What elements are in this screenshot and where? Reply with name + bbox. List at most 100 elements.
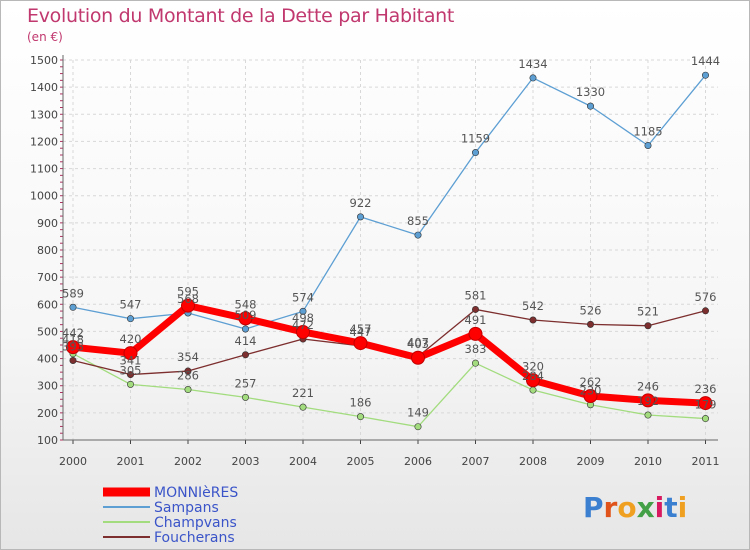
data-point-champvans — [471, 359, 479, 367]
legend-label-champvans: Champvans — [154, 515, 237, 531]
series-line-champvans — [72, 353, 707, 428]
data-label-foucherans: 472 — [292, 318, 314, 332]
data-label-foucherans: 521 — [637, 305, 659, 319]
series-line-sampans — [72, 74, 707, 330]
data-label-monni-res: 420 — [120, 332, 142, 346]
y-tick-label: 300 — [37, 380, 58, 393]
data-label-sampans: 509 — [235, 308, 257, 322]
data-labels: 589 547 568 509 574 922 855 1159 1434 1330 1185 144… — [62, 54, 720, 420]
data-point-champvans — [184, 386, 192, 394]
data-point-sampans — [69, 303, 77, 311]
series-sampans — [69, 71, 709, 333]
data-point-champvans — [644, 411, 652, 419]
data-label-champvans: 305 — [120, 363, 142, 377]
data-label-monni-res: 595 — [177, 285, 199, 299]
data-label-sampans: 568 — [177, 292, 199, 306]
chart-subtitle: (en €) — [27, 30, 63, 44]
data-point-sampans — [644, 142, 652, 150]
data-label-foucherans: 526 — [580, 303, 602, 317]
data-label-sampans: 1444 — [691, 54, 720, 68]
data-point-sampans — [127, 315, 135, 323]
data-point-sampans — [586, 102, 594, 110]
x-tick-label: 2003 — [232, 455, 260, 468]
y-tick-label: 900 — [37, 217, 58, 230]
series-foucherans — [69, 305, 709, 379]
data-label-sampans: 1159 — [461, 132, 490, 146]
legend-label-sampans: Sampans — [154, 500, 219, 516]
data-label-champvans: 383 — [465, 342, 487, 356]
data-label-sampans: 1330 — [576, 85, 605, 99]
data-label-champvans: 186 — [350, 396, 372, 410]
data-point-monni-res — [181, 298, 195, 313]
y-tick-label: 500 — [37, 325, 58, 338]
data-label-champvans: 284 — [522, 369, 544, 383]
data-label-sampans: 1185 — [633, 125, 662, 139]
series-champvans — [69, 350, 709, 431]
y-tick-label: 1300 — [30, 108, 58, 121]
data-label-foucherans: 576 — [695, 290, 717, 304]
data-point-monni-res — [123, 346, 138, 361]
data-point-champvans — [529, 386, 537, 394]
data-label-foucherans: 354 — [177, 350, 199, 364]
data-label-champvans: 418 — [62, 333, 84, 347]
data-point-foucherans — [529, 316, 537, 324]
data-label-champvans: 179 — [695, 398, 717, 412]
data-point-champvans — [414, 423, 422, 431]
data-point-monni-res — [238, 311, 253, 326]
y-tick-label: 700 — [37, 271, 58, 284]
data-label-champvans: 286 — [177, 369, 199, 383]
data-point-champvans — [127, 380, 135, 388]
data-point-sampans — [299, 307, 307, 315]
data-label-sampans: 547 — [120, 298, 142, 312]
data-label-foucherans: 542 — [522, 299, 544, 313]
y-tick-label: 600 — [37, 298, 58, 311]
legend-label-monni-res: MONNIèRES — [154, 485, 238, 501]
data-label-sampans: 1434 — [518, 57, 547, 71]
y-tick-label: 1100 — [30, 163, 58, 176]
x-tick-label: 2008 — [519, 455, 547, 468]
data-label-monni-res: 403 — [407, 337, 429, 351]
data-label-monni-res: 236 — [695, 382, 717, 396]
data-point-foucherans — [127, 371, 135, 379]
data-point-monni-res — [526, 373, 540, 388]
y-tick-label: 1500 — [30, 54, 58, 67]
x-tick-label: 2002 — [174, 455, 202, 468]
data-point-champvans — [242, 393, 250, 401]
data-point-champvans — [299, 403, 307, 411]
data-point-sampans — [242, 325, 250, 333]
series-line-monni-res — [69, 302, 709, 407]
y-tick-label: 200 — [37, 407, 58, 420]
data-label-foucherans: 447 — [350, 325, 372, 339]
y-tick-label: 1200 — [30, 135, 58, 148]
data-label-monni-res: 442 — [62, 326, 84, 340]
series-monni-res — [66, 298, 713, 411]
data-label-monni-res: 548 — [235, 297, 257, 311]
logo-text: Proxiti — [583, 491, 687, 524]
x-tick-label: 2004 — [289, 455, 317, 468]
data-label-sampans: 922 — [350, 196, 372, 210]
data-point-monni-res — [468, 326, 483, 341]
data-point-foucherans — [586, 320, 594, 328]
data-label-foucherans: 407 — [407, 336, 429, 350]
axes: 100 200 300 400 500 600 700 800 900 1000 1100 1200 1… — [30, 54, 720, 468]
data-point-monni-res — [698, 396, 713, 411]
data-label-foucherans: 393 — [62, 339, 84, 353]
x-tick-label: 2011 — [692, 455, 720, 468]
data-label-champvans: 221 — [292, 386, 314, 400]
legend-label-foucherans: Foucherans — [154, 530, 235, 546]
data-point-monni-res — [641, 393, 655, 408]
data-label-monni-res: 498 — [292, 311, 314, 325]
data-point-sampans — [701, 71, 709, 79]
data-label-foucherans: 581 — [465, 288, 487, 302]
data-point-champvans — [701, 415, 709, 423]
x-tick-label: 2001 — [117, 455, 145, 468]
data-point-foucherans — [242, 351, 250, 359]
data-point-monni-res — [353, 336, 368, 351]
y-tick-label: 1000 — [30, 190, 58, 203]
data-label-champvans: 230 — [580, 384, 602, 398]
data-point-champvans — [356, 413, 364, 421]
series-layer — [66, 71, 713, 431]
